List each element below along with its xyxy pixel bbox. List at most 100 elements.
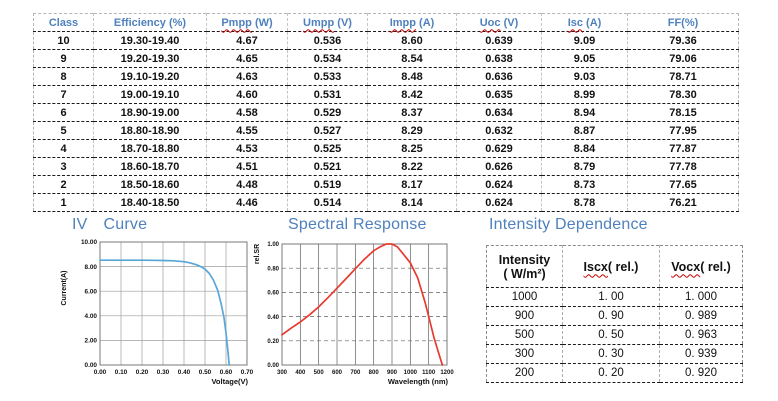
table-row: 6 18.90-19.00 4.58 0.529 8.37 0.634 8.94 78.15: [33, 103, 739, 122]
x-tick-label: 500: [314, 370, 325, 376]
intensity-dependence-section-title: Intensity Dependence: [489, 216, 648, 233]
column-header-unit: (A): [582, 16, 602, 29]
cell: 0. 920: [659, 363, 743, 383]
cell: 8.48: [367, 67, 457, 86]
cell: 0.533: [287, 67, 368, 86]
cell: 0.638: [456, 49, 542, 68]
y-tick-label: 6.00: [85, 288, 98, 295]
cell: 1. 000: [659, 287, 743, 307]
cell: 0.632: [456, 121, 542, 140]
y-tick-label: 0.80: [267, 266, 279, 272]
column-header-word: Class: [48, 16, 79, 29]
column-header-isc: Isc (A): [541, 13, 628, 32]
cell: 77.65: [627, 175, 739, 194]
table-row: 300 0. 30 0. 939: [486, 344, 743, 364]
cell: 78.71: [627, 67, 739, 86]
cell: 4.67: [206, 31, 288, 50]
cell: 0.534: [287, 49, 368, 68]
y-tick-label: 0.60: [267, 291, 279, 297]
cell: 4.58: [206, 103, 288, 122]
cell: 1: [33, 193, 94, 212]
header-row: Class Efficiency (%) Pmpp (W) Umpp (V) Impp …: [33, 13, 739, 32]
cell: 77.95: [627, 121, 739, 140]
column-header-unit: (V): [500, 16, 519, 29]
cell: 4: [33, 139, 94, 158]
cell: 0.624: [456, 175, 542, 194]
cell: 4.55: [206, 121, 288, 140]
column-header-unit: ( rel.): [607, 259, 639, 274]
cell: 0. 989: [659, 306, 743, 326]
cell: 1000: [486, 287, 563, 307]
x-axis-label: Wavelength (nm): [388, 377, 449, 386]
cell: 79.06: [627, 49, 739, 68]
column-header-ff: FF(%): [627, 13, 739, 32]
cell: 200: [486, 363, 563, 383]
cell: 900: [486, 306, 563, 326]
cell: 5: [33, 121, 94, 140]
cell: 7: [33, 85, 94, 104]
data-curve: [99, 259, 231, 366]
table-row: 7 19.00-19.10 4.60 0.531 8.42 0.635 8.99 78.30: [33, 85, 739, 104]
column-header-efficiency: Efficiency (%): [93, 13, 207, 32]
x-tick-label: 700: [350, 370, 361, 376]
y-axis-label: rel.SR: [254, 244, 261, 264]
cell: 0.634: [456, 103, 542, 122]
y-tick-label: 10.00: [81, 239, 97, 246]
column-header-unit: (%): [681, 16, 699, 29]
cell: 19.30-19.40: [93, 31, 207, 50]
cell: 9: [33, 49, 94, 68]
cell: 0.636: [456, 67, 542, 86]
cell: 0.529: [287, 103, 368, 122]
cell: 8.73: [541, 175, 628, 194]
cell: 18.60-18.70: [93, 157, 207, 176]
cell: 77.87: [627, 139, 739, 158]
cell: 0. 20: [562, 363, 660, 383]
cell: 19.10-19.20: [93, 67, 207, 86]
cell: 77.78: [627, 157, 739, 176]
plot-border: [281, 243, 448, 366]
x-tick-label: 900: [387, 370, 398, 376]
column-header-unit: ( rel.): [700, 259, 731, 274]
cell: 4.53: [206, 139, 288, 158]
column-header-word: FF: [667, 16, 682, 29]
cell: 0. 963: [659, 325, 743, 345]
intensity-dependence-table: Intensity( W/m²) Iscx( rel.) Vocx( rel.) 10…: [486, 245, 743, 383]
table-row: 4 18.70-18.80 4.53 0.525 8.25 0.629 8.84 77.87: [33, 139, 739, 158]
x-tick-label: 0.50: [199, 369, 212, 376]
cell: 0.531: [287, 85, 368, 104]
data-curve: [281, 243, 444, 366]
cell: 76.21: [627, 193, 739, 212]
table-row: 3 18.60-18.70 4.51 0.521 8.22 0.626 8.79 77.78: [33, 157, 739, 176]
x-tick-label: 0.10: [115, 369, 128, 376]
cell: 9.09: [541, 31, 628, 50]
spectral-response-section-title: Spectral Response: [288, 216, 427, 233]
cell: 10: [33, 31, 94, 50]
y-tick-label: 0.00: [267, 363, 279, 369]
cell: 8.87: [541, 121, 628, 140]
x-tick-label: 0.60: [220, 369, 233, 376]
cell: 0.639: [456, 31, 542, 50]
intensity-column-header-0: Intensity( W/m²): [486, 245, 563, 288]
table-row: 5 18.80-18.90 4.55 0.527 8.29 0.632 8.87 77.95: [33, 121, 739, 140]
header-line-2: ( W/m²): [503, 266, 546, 281]
y-tick-label: 2.00: [85, 338, 98, 345]
x-tick-label: 0.40: [178, 369, 191, 376]
column-header-unit: (V): [334, 16, 352, 29]
cell: 8.17: [367, 175, 457, 194]
x-tick-label: 0.00: [94, 369, 107, 376]
column-header-word: Umpp: [303, 16, 335, 29]
header-row: Intensity( W/m²) Iscx( rel.) Vocx( rel.): [486, 245, 743, 288]
table-row: 2 18.50-18.60 4.48 0.519 8.17 0.624 8.73 77.65: [33, 175, 739, 194]
cell: 0. 50: [562, 325, 660, 345]
table-row: 500 0. 50 0. 963: [486, 325, 743, 345]
cell: 8: [33, 67, 94, 86]
iv-curve-title-label: Curve: [103, 216, 148, 233]
class-table: Class Efficiency (%) Pmpp (W) Umpp (V) Impp …: [33, 13, 739, 212]
cell: 0.514: [287, 193, 368, 212]
cell: 0.527: [287, 121, 368, 140]
cell: 1. 00: [562, 287, 660, 307]
table-row: 900 0. 90 0. 989: [486, 306, 743, 326]
cell: 19.20-19.30: [93, 49, 207, 68]
x-tick-label: 0.30: [157, 369, 170, 376]
